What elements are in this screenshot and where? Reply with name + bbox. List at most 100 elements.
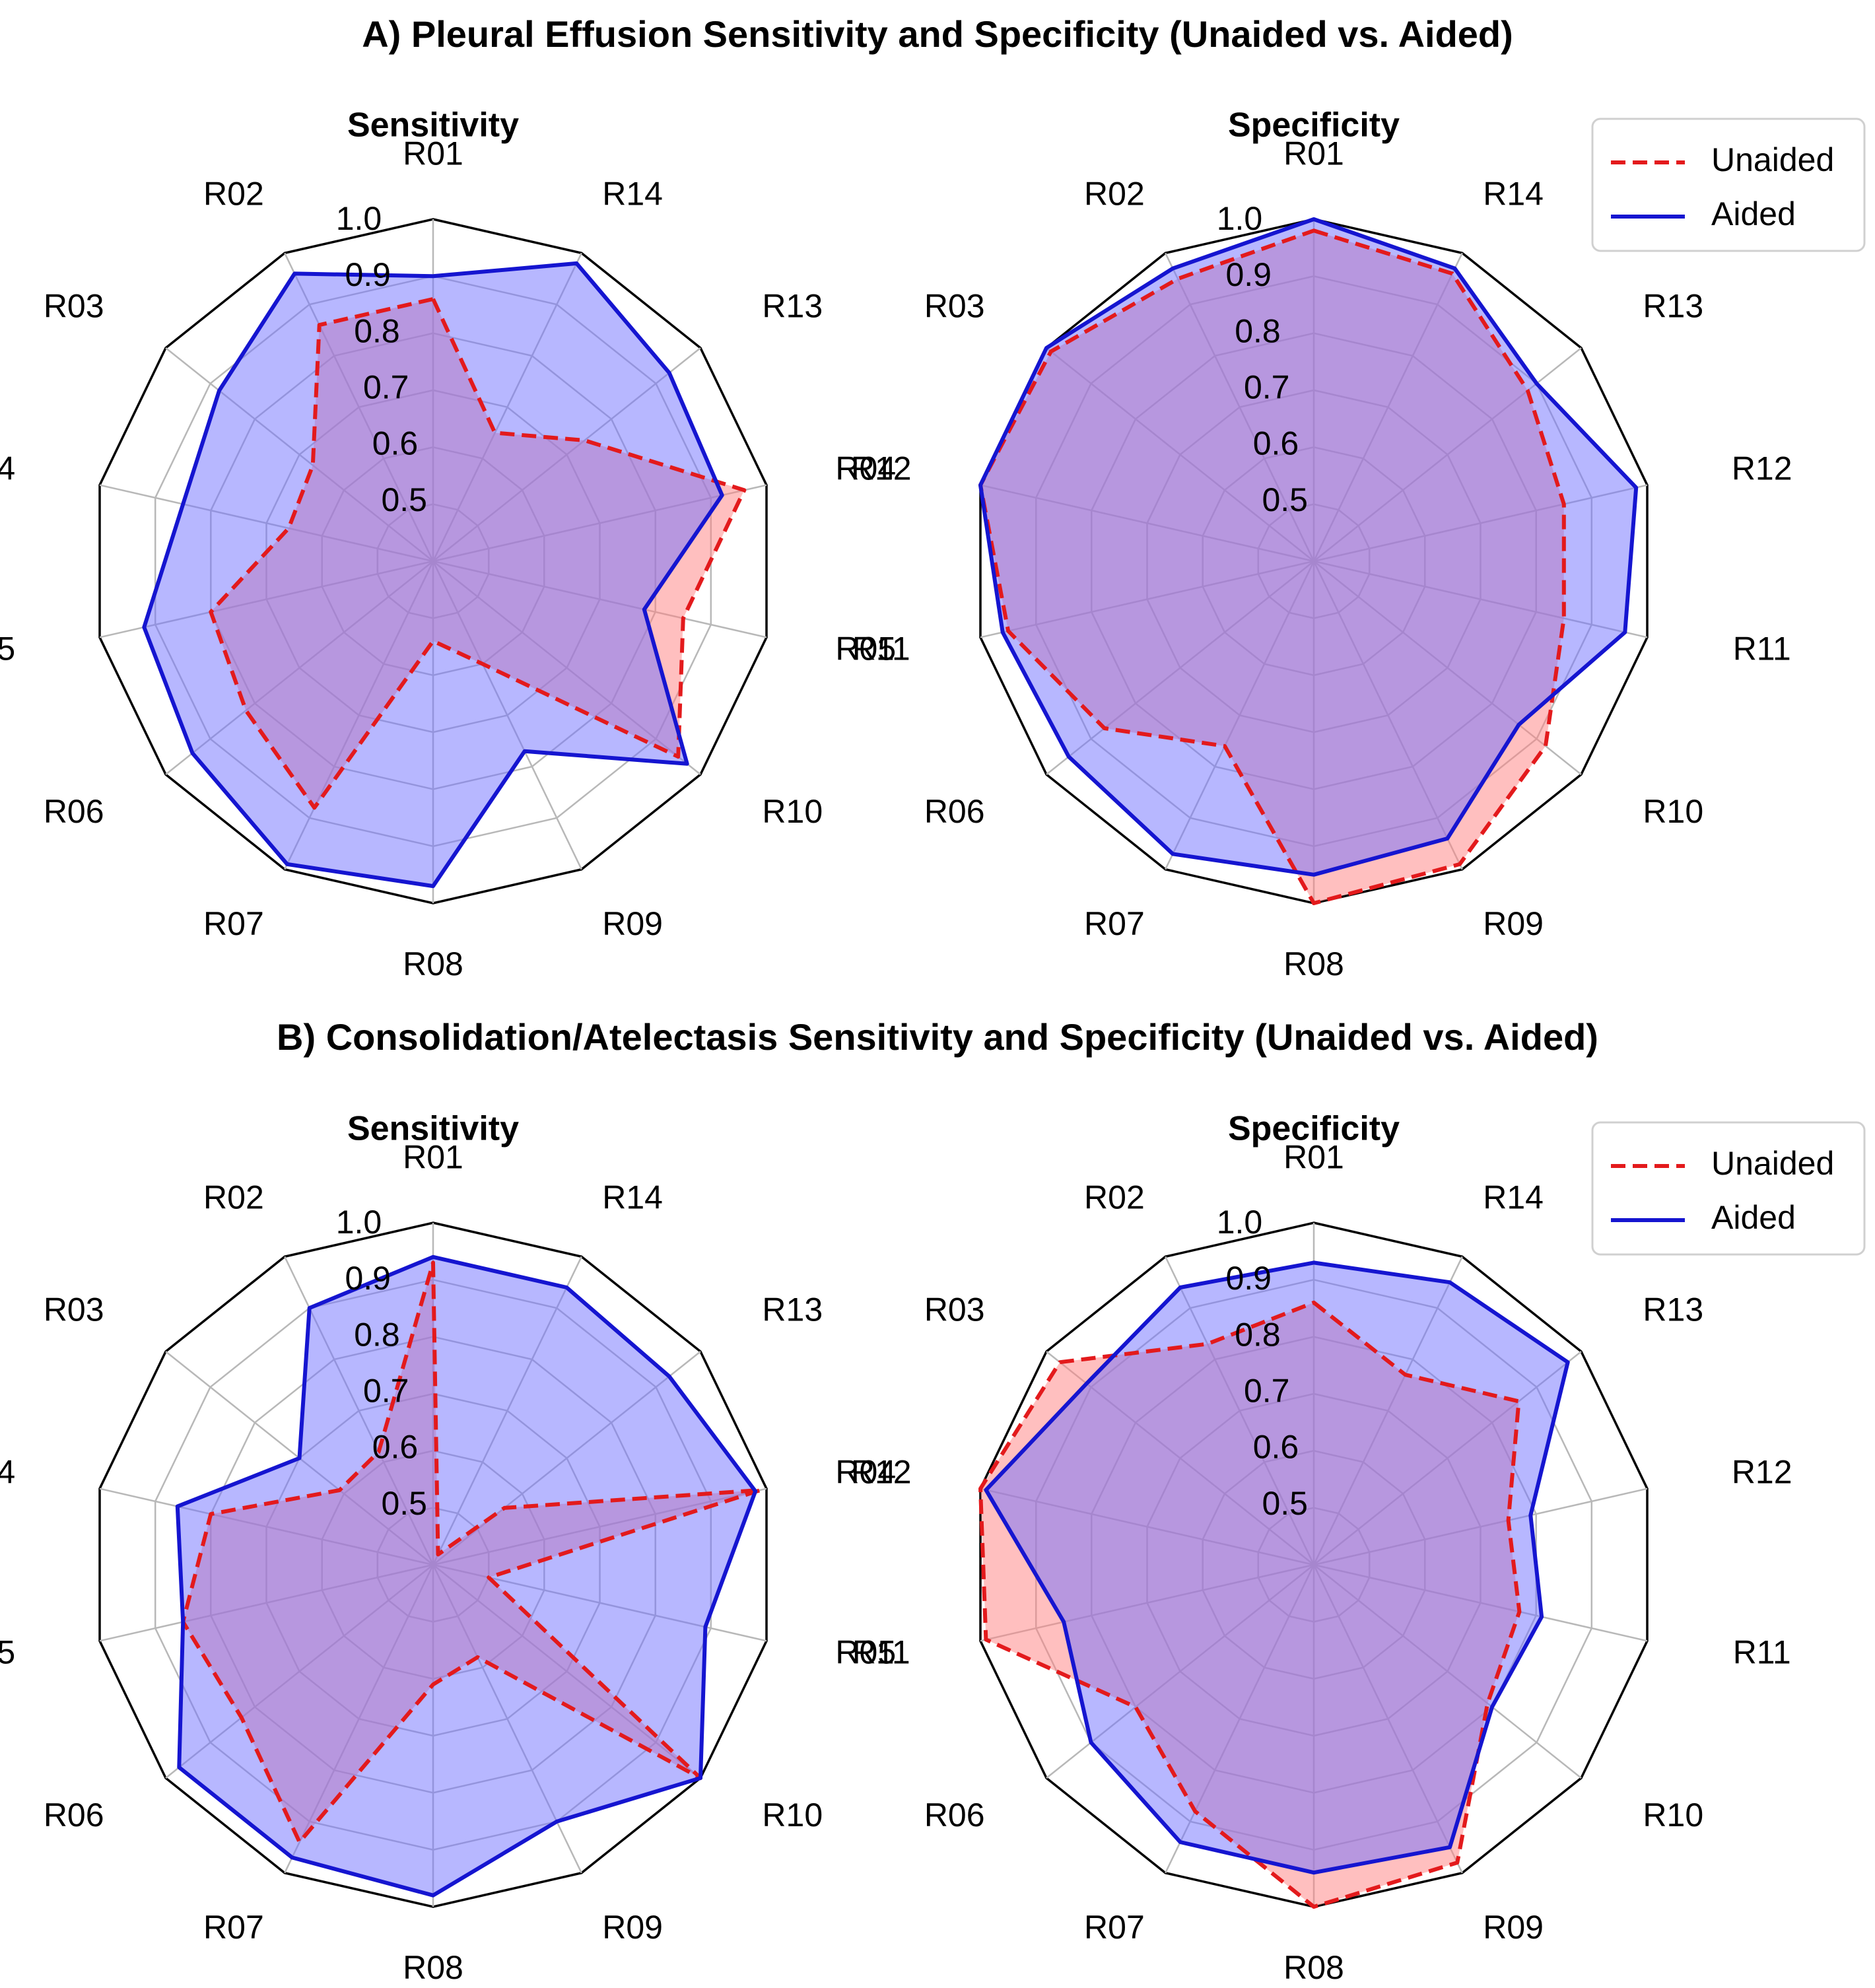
category-label-r04: R04: [0, 450, 15, 487]
category-label-r05: R05: [0, 1634, 15, 1671]
unaided-line: [181, 1260, 763, 1844]
category-label-r07: R07: [203, 1909, 264, 1946]
category-label-r14: R14: [602, 1179, 663, 1216]
r-tick-label: 0.9: [1225, 256, 1272, 293]
category-label-r04: R04: [0, 1454, 15, 1491]
category-label-r01: R01: [403, 135, 463, 172]
r-tick-label: 0.7: [363, 369, 409, 406]
radar-chart-b-specificity: 0.5 0.6 0.7 0.8 0.9 1.0 R01 R14 R13 R12 R11 R10 R09 R…: [835, 1110, 1866, 1986]
category-label-r02: R02: [203, 175, 264, 212]
r-tick-label: 0.5: [381, 1485, 427, 1522]
category-label-r03: R03: [924, 1291, 985, 1328]
category-label-r03: R03: [44, 1291, 104, 1328]
category-label-r04: R04: [835, 1454, 896, 1491]
r-tick-label: 0.5: [1262, 1485, 1308, 1522]
category-label-r12: R12: [1732, 1454, 1792, 1491]
category-label-r10: R10: [1643, 1797, 1703, 1834]
category-label-r06: R06: [44, 793, 104, 830]
category-label-r10: R10: [1643, 793, 1703, 830]
aided-area: [986, 1262, 1568, 1873]
category-label-r01: R01: [1283, 1139, 1344, 1176]
category-label-r05: R05: [0, 631, 15, 668]
r-tick-label: 0.7: [1244, 369, 1290, 406]
category-label-r13: R13: [1643, 288, 1703, 325]
r-tick-label: 0.6: [372, 1429, 419, 1466]
r-tick-label: 0.6: [1253, 1429, 1299, 1466]
category-label-r14: R14: [1483, 175, 1544, 212]
category-label-r03: R03: [924, 288, 985, 325]
r-tick-label: 0.8: [354, 1316, 400, 1353]
r-tick-label: 0.9: [345, 256, 391, 293]
unaided-line: [978, 228, 1566, 905]
aided-area: [177, 1256, 756, 1896]
r-tick-label: 1.0: [1217, 200, 1263, 237]
category-label-r13: R13: [762, 288, 823, 325]
r-tick-label: 0.5: [381, 481, 427, 518]
category-label-r02: R02: [203, 1179, 264, 1216]
aided-line: [175, 1254, 758, 1898]
category-label-r11: R11: [1733, 1634, 1791, 1671]
category-label-r04: R04: [835, 450, 896, 487]
r-tick-label: 0.8: [1235, 312, 1281, 349]
category-label-r07: R07: [203, 905, 264, 942]
category-label-r13: R13: [762, 1291, 823, 1328]
category-label-r12: R12: [1732, 450, 1792, 487]
chart-title: Specificity: [1228, 106, 1400, 145]
legend-aided-label: Aided: [1711, 1199, 1796, 1236]
category-label-r09: R09: [602, 905, 663, 942]
category-label-r07: R07: [1084, 1909, 1145, 1946]
category-label-r14: R14: [1483, 1179, 1544, 1216]
r-tick-label: 0.6: [1253, 425, 1299, 462]
legend: Unaided Aided: [1591, 1121, 1866, 1256]
category-label-r10: R10: [762, 793, 823, 830]
radar-chart-a-sensitivity: 0.5 0.6 0.7 0.8 0.9 1.0 R01 R14 R13 R12 R11 R10 R09 R…: [0, 106, 912, 982]
category-label-r11: R11: [852, 1634, 910, 1671]
panel-a-title: A) Pleural Effusion Sensitivity and Spec…: [362, 13, 1513, 55]
category-label-r12: R12: [851, 1454, 912, 1491]
category-label-r09: R09: [1483, 1909, 1544, 1946]
legend-unaided-label: Unaided: [1711, 141, 1834, 178]
aided-line: [984, 1260, 1570, 1875]
r-tick-label: 0.5: [1262, 481, 1308, 518]
category-label-r01: R01: [403, 1139, 463, 1176]
category-label-r06: R06: [44, 1797, 104, 1834]
chart-title: Specificity: [1228, 1110, 1400, 1148]
category-label-r11: R11: [852, 631, 910, 668]
category-label-r08: R08: [403, 1949, 463, 1986]
aided-area: [144, 263, 722, 887]
aided-line: [978, 217, 1639, 877]
category-label-r10: R10: [762, 1797, 823, 1834]
r-tick-label: 0.7: [363, 1373, 409, 1410]
r-tick-label: 0.8: [354, 312, 400, 349]
category-label-r05: R05: [835, 631, 896, 668]
charts: 0.5 0.6 0.7 0.8 0.9 1.0 R01 R14 R13 R12 R11 R10 R09 R…: [0, 106, 1866, 1986]
category-label-r06: R06: [924, 1797, 985, 1834]
category-label-r07: R07: [1084, 905, 1145, 942]
category-label-r09: R09: [602, 1909, 663, 1946]
chart-title: Sensitivity: [347, 106, 519, 145]
category-label-r08: R08: [1283, 1949, 1344, 1986]
unaided-line: [209, 296, 747, 810]
category-label-r12: R12: [851, 450, 912, 487]
category-label-r14: R14: [602, 175, 663, 212]
category-label-r13: R13: [1643, 1291, 1703, 1328]
aided-line: [142, 261, 724, 889]
category-label-r05: R05: [835, 1634, 896, 1671]
radar-chart-b-sensitivity: 0.5 0.6 0.7 0.8 0.9 1.0 R01 R14 R13 R12 R11 R10 R09 R…: [0, 1110, 912, 1986]
r-tick-label: 0.9: [1225, 1260, 1272, 1297]
r-tick-label: 0.8: [1235, 1316, 1281, 1353]
unaided-line: [978, 1300, 1522, 1909]
category-label-r08: R08: [1283, 945, 1344, 982]
category-label-r02: R02: [1084, 1179, 1145, 1216]
category-label-r03: R03: [44, 288, 104, 325]
legend-aided-label: Aided: [1711, 195, 1796, 232]
category-label-r09: R09: [1483, 905, 1544, 942]
radar-chart-a-specificity: 0.5 0.6 0.7 0.8 0.9 1.0 R01 R14 R13 R12 R11 R10 R09 R…: [835, 106, 1866, 982]
panel-b-title: B) Consolidation/Atelectasis Sensitivity…: [277, 1016, 1598, 1058]
category-label-r06: R06: [924, 793, 985, 830]
category-label-r08: R08: [403, 945, 463, 982]
r-tick-label: 0.7: [1244, 1373, 1290, 1410]
legend: Unaided Aided: [1591, 118, 1866, 252]
r-tick-label: 0.9: [345, 1260, 391, 1297]
